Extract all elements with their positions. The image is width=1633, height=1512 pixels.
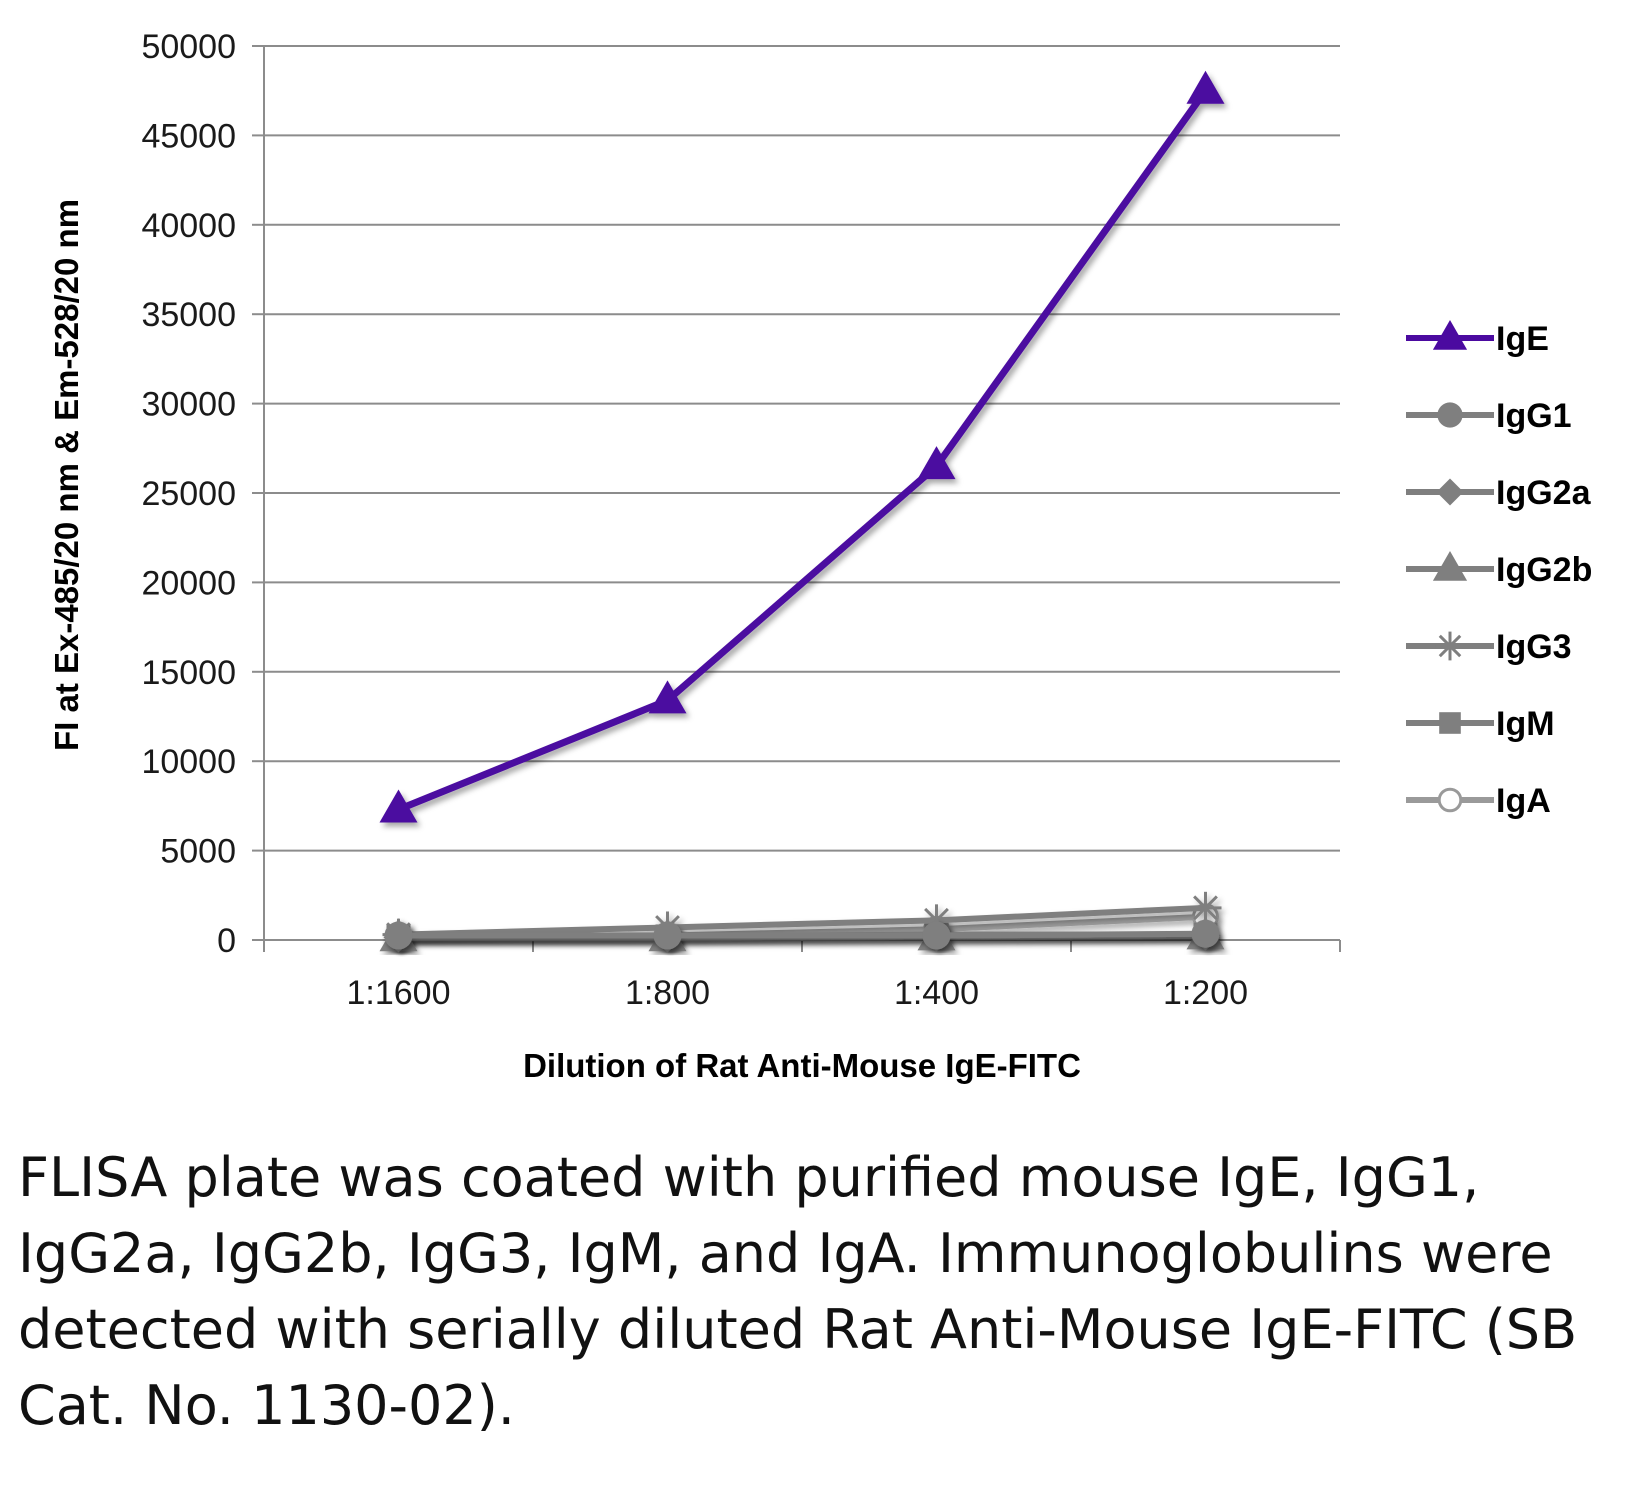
y-tick-label: 30000 bbox=[141, 386, 236, 424]
legend-label: IgM bbox=[1496, 705, 1555, 743]
y-tick-label: 0 bbox=[217, 922, 236, 960]
y-tick-label: 15000 bbox=[141, 654, 236, 692]
data-point bbox=[1437, 787, 1463, 813]
legend-label: IgG2b bbox=[1496, 551, 1592, 589]
data-point bbox=[922, 921, 951, 950]
legend-label: IgG2a bbox=[1496, 474, 1592, 512]
y-tick-label: 25000 bbox=[141, 475, 236, 513]
x-tick-label: 1:800 bbox=[625, 974, 710, 1012]
data-point bbox=[384, 921, 413, 950]
data-point bbox=[1191, 919, 1220, 948]
data-point bbox=[1436, 478, 1464, 506]
y-tick-label: 50000 bbox=[141, 28, 236, 66]
y-tick-label: 40000 bbox=[141, 207, 236, 245]
data-point bbox=[1439, 712, 1461, 734]
x-tick-label: 1:1600 bbox=[347, 974, 451, 1012]
legend-label: IgG3 bbox=[1496, 628, 1572, 666]
data-point bbox=[1186, 70, 1225, 104]
legend-item: IgE bbox=[1406, 320, 1549, 358]
legend-item: IgA bbox=[1406, 782, 1551, 820]
data-point bbox=[917, 446, 956, 480]
legend-label: IgE bbox=[1496, 320, 1549, 358]
data-point bbox=[379, 789, 418, 823]
series-lines bbox=[379, 70, 1225, 953]
series-line bbox=[398, 904, 1206, 938]
star-stroke bbox=[1193, 895, 1218, 921]
data-point bbox=[1435, 631, 1465, 661]
y-tick-labels: 0 5000 10000 15000 20000 25000 30000 35000 40000… bbox=[141, 28, 236, 960]
data-point bbox=[648, 680, 687, 714]
data-point bbox=[1437, 402, 1463, 428]
data-point bbox=[1432, 551, 1468, 581]
legend-item: IgG2a bbox=[1406, 474, 1592, 512]
data-point bbox=[1189, 891, 1222, 924]
legend-label: IgA bbox=[1496, 782, 1551, 820]
data-point bbox=[653, 921, 682, 950]
star-stroke bbox=[1438, 634, 1462, 658]
y-tick-label: 10000 bbox=[141, 743, 236, 781]
y-tick-label: 5000 bbox=[160, 833, 236, 871]
data-point bbox=[1432, 320, 1468, 350]
y-axis-title: FI at Ex-485/20 nm & Em-528/20 nm bbox=[48, 199, 85, 751]
legend-item: IgG2b bbox=[1406, 551, 1592, 589]
legend-item: IgG1 bbox=[1406, 397, 1572, 435]
y-tick-label: 45000 bbox=[141, 117, 236, 155]
legend-item: IgM bbox=[1406, 705, 1555, 743]
legend-item: IgG3 bbox=[1406, 628, 1572, 666]
series-line bbox=[397, 88, 1209, 813]
axes bbox=[252, 45, 1341, 952]
x-tick-label: 1:200 bbox=[1163, 974, 1248, 1012]
legend: IgE IgG1 IgG2a IgG2b IgG3 IgM IgA bbox=[1406, 320, 1592, 820]
gridlines bbox=[264, 45, 1340, 852]
legend-label: IgG1 bbox=[1496, 397, 1572, 435]
series-line bbox=[398, 930, 1206, 939]
x-axis-title: Dilution of Rat Anti-Mouse IgE-FITC bbox=[523, 1047, 1081, 1084]
chart: 0 5000 10000 15000 20000 25000 30000 35000 40000… bbox=[48, 28, 1592, 1084]
figure-caption: FLISA plate was coated with purified mou… bbox=[18, 1146, 1578, 1437]
x-tick-label: 1:400 bbox=[894, 974, 979, 1012]
y-tick-label: 20000 bbox=[141, 564, 236, 602]
series-IgE bbox=[379, 70, 1225, 823]
y-tick-label: 35000 bbox=[141, 296, 236, 334]
series-IgG1 bbox=[384, 919, 1220, 950]
x-tick-labels: 1:1600 1:800 1:400 1:200 bbox=[347, 974, 1249, 1012]
